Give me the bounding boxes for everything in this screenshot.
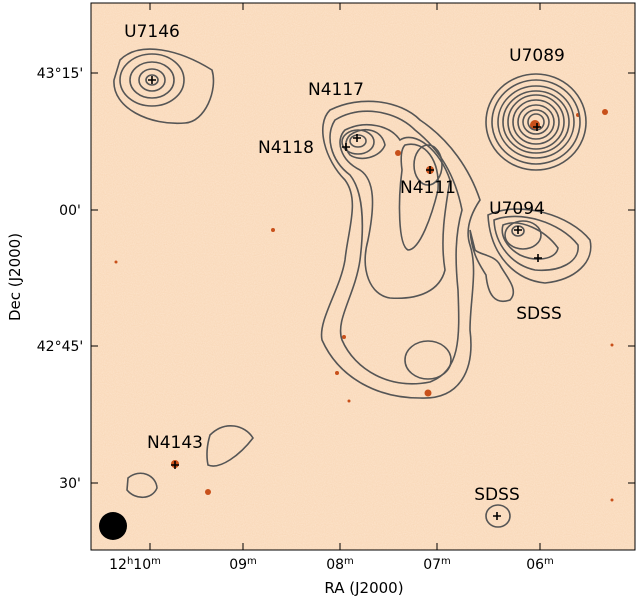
x-tick-label: 06m [526, 556, 554, 573]
source-label: N4118 [258, 138, 314, 158]
figure: U7146 N4117 U7089 N4118 N4111 U7094 SDSS… [0, 0, 636, 601]
x-tick-label: 07m [423, 556, 451, 573]
tick-part: 12 [109, 557, 127, 573]
tick-part: 06 [526, 557, 544, 573]
x-tick-label: 12h10m [109, 556, 161, 573]
source-label: U7094 [489, 199, 545, 219]
tick-part: 07 [423, 557, 441, 573]
tick-part: 10 [133, 557, 151, 573]
source-label: N4117 [308, 80, 364, 100]
tick-part: m [247, 556, 257, 567]
source-label: U7146 [124, 22, 180, 42]
tick-part: m [151, 556, 161, 567]
tick-part: 08 [326, 557, 344, 573]
tick-part: 09 [229, 557, 247, 573]
source-label: N4111 [400, 178, 456, 198]
tick-part: m [544, 556, 554, 567]
source-label: U7089 [509, 46, 565, 66]
x-tick-label: 09m [229, 556, 257, 573]
beam [99, 512, 127, 540]
x-axis-label: RA (J2000) [324, 579, 403, 597]
y-tick-label: 42°45' [37, 339, 83, 355]
source-label: SDSS [516, 304, 561, 324]
y-tick-label: 30' [59, 476, 81, 492]
tick-part: m [344, 556, 354, 567]
y-tick-label: 00' [59, 203, 81, 219]
x-tick-label: 08m [326, 556, 354, 573]
source-label: SDSS [474, 485, 519, 505]
tick-part: m [441, 556, 451, 567]
source-label: N4143 [147, 433, 203, 453]
y-axis-label: Dec (J2000) [6, 233, 24, 321]
y-tick-label: 43°15' [37, 66, 83, 82]
